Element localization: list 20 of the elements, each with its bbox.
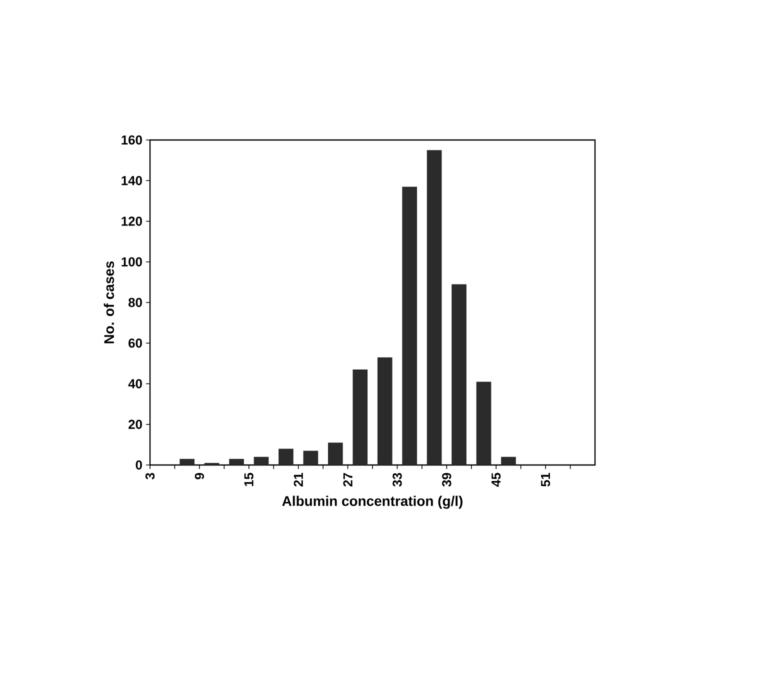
y-tick-label: 40 [128, 379, 142, 388]
y-tick-label: 60 [128, 338, 142, 348]
x-tick-label: 51 [541, 472, 550, 487]
x-tick-label: 3 [145, 472, 155, 480]
x-axis-title: Albumin concentration (g/l) [282, 496, 462, 509]
x-tick-label: 27 [343, 473, 352, 486]
x-tick-label: 39 [442, 472, 452, 487]
x-tick-label: 9 [194, 472, 204, 480]
y-tick-label: 120 [122, 216, 142, 226]
x-tick-label: 33 [392, 472, 402, 487]
x-tick-label: 45 [492, 472, 501, 487]
y-tick-label: 140 [122, 176, 142, 186]
y-tick-label: 20 [128, 420, 142, 429]
x-tick-label: 21 [294, 472, 303, 486]
x-tick-label: 15 [244, 472, 254, 486]
y-axis-title: No. of cases [104, 261, 114, 344]
y-tick-label: 100 [122, 257, 142, 266]
y-tick-label: 0 [136, 460, 142, 470]
y-tick-label: 80 [128, 298, 142, 308]
y-tick-label: 160 [122, 135, 142, 145]
